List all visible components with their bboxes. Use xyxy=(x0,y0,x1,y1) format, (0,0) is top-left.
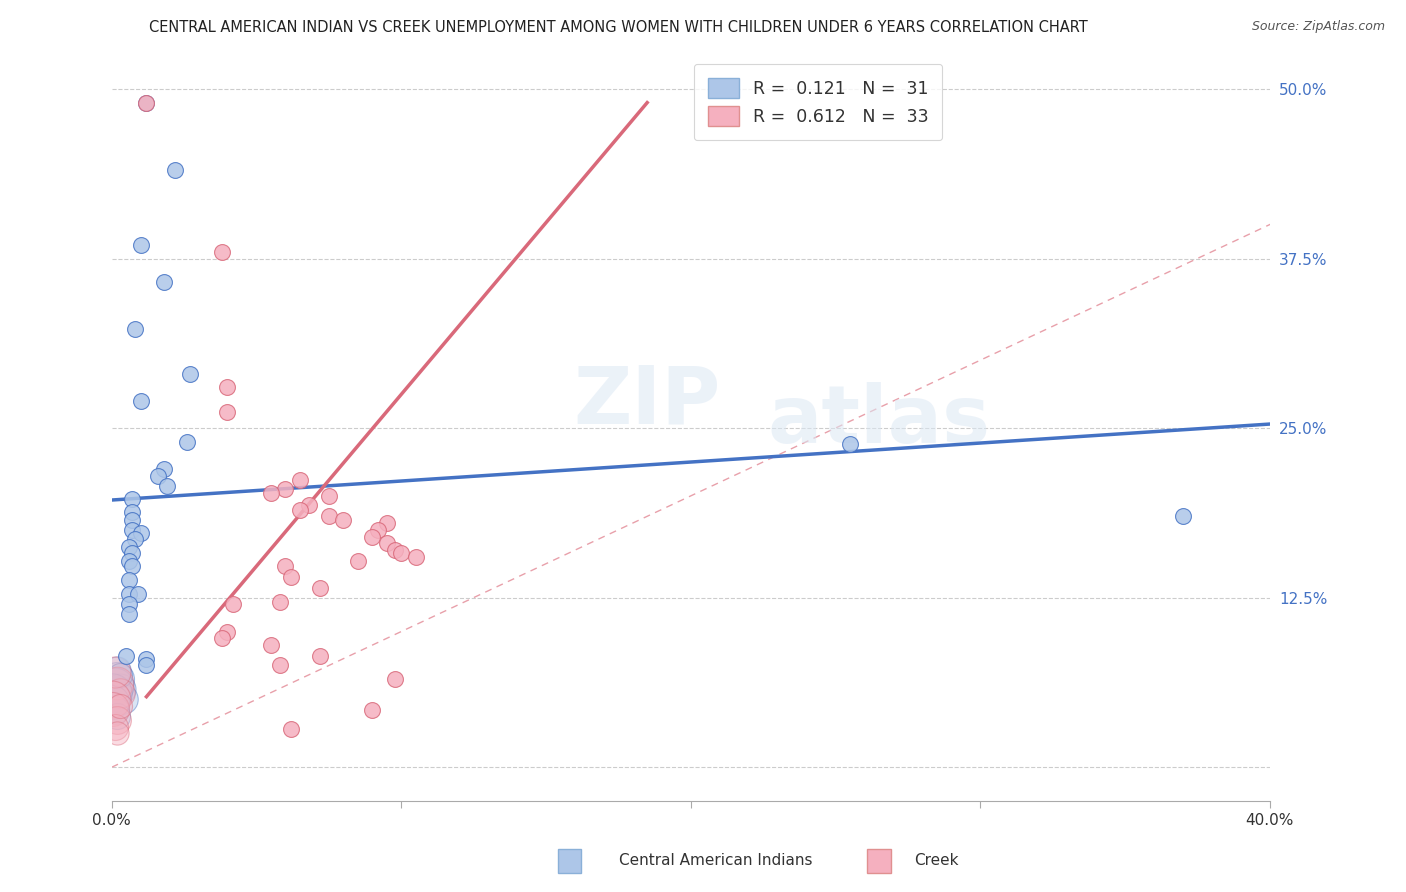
Point xyxy=(297,499,319,513)
Point xyxy=(176,434,198,449)
Point xyxy=(1171,509,1194,524)
Point xyxy=(118,573,141,587)
Point xyxy=(165,163,187,178)
Point xyxy=(288,473,311,487)
Point xyxy=(288,502,311,516)
Point xyxy=(118,541,141,555)
Point xyxy=(309,581,332,595)
Point xyxy=(129,394,152,409)
Point xyxy=(107,663,129,677)
Point xyxy=(107,708,129,723)
Point xyxy=(274,559,297,574)
Point xyxy=(110,699,132,714)
Point xyxy=(280,723,302,737)
Point xyxy=(127,586,149,600)
Text: Source: ZipAtlas.com: Source: ZipAtlas.com xyxy=(1251,20,1385,33)
Point xyxy=(121,546,143,560)
Point xyxy=(280,570,302,584)
Text: Central American Indians: Central American Indians xyxy=(619,854,813,868)
Point xyxy=(129,525,152,540)
Point xyxy=(124,533,146,547)
Point xyxy=(361,703,384,717)
Text: Creek: Creek xyxy=(914,854,959,868)
Point xyxy=(274,482,297,496)
Point xyxy=(217,624,239,639)
Point xyxy=(260,638,283,652)
Point xyxy=(153,275,176,289)
Text: CENTRAL AMERICAN INDIAN VS CREEK UNEMPLOYMENT AMONG WOMEN WITH CHILDREN UNDER 6 : CENTRAL AMERICAN INDIAN VS CREEK UNEMPLO… xyxy=(149,20,1088,35)
Point xyxy=(367,523,389,537)
Point xyxy=(124,322,146,336)
Point xyxy=(156,479,179,493)
Point xyxy=(100,695,122,709)
Point xyxy=(211,632,233,646)
Point xyxy=(135,658,157,673)
Point xyxy=(118,598,141,612)
Point xyxy=(153,462,176,476)
Point xyxy=(217,405,239,419)
Point xyxy=(100,692,122,706)
Point xyxy=(100,685,122,699)
Point xyxy=(318,509,340,524)
Point xyxy=(104,665,127,680)
Point xyxy=(118,554,141,568)
Point xyxy=(269,595,291,609)
Point xyxy=(361,530,384,544)
Point xyxy=(146,468,169,483)
Point xyxy=(104,703,127,717)
Point xyxy=(121,505,143,519)
Point xyxy=(110,685,132,699)
Point xyxy=(112,692,135,706)
Point xyxy=(107,713,129,727)
Point xyxy=(118,586,141,600)
Point xyxy=(269,658,291,673)
Point xyxy=(222,598,245,612)
Point xyxy=(211,244,233,259)
Point xyxy=(405,549,427,564)
Point xyxy=(375,536,398,550)
Point xyxy=(135,651,157,665)
Point xyxy=(121,523,143,537)
Point xyxy=(115,648,138,663)
Point xyxy=(346,554,368,568)
Point xyxy=(179,367,201,381)
Point xyxy=(129,238,152,252)
Legend: R =  0.121   N =  31, R =  0.612   N =  33: R = 0.121 N = 31, R = 0.612 N = 33 xyxy=(695,64,942,140)
Point xyxy=(100,702,122,716)
Point xyxy=(107,672,129,686)
Point xyxy=(217,380,239,394)
Point xyxy=(389,546,412,560)
Point xyxy=(121,491,143,506)
Text: atlas: atlas xyxy=(768,383,990,460)
Point xyxy=(135,95,157,110)
Point xyxy=(838,437,860,451)
Point xyxy=(318,489,340,503)
Point xyxy=(309,648,332,663)
Point xyxy=(110,668,132,682)
Point xyxy=(332,513,354,527)
Point xyxy=(135,95,157,110)
Text: ZIP: ZIP xyxy=(574,362,721,440)
Point xyxy=(121,559,143,574)
Point xyxy=(384,672,406,686)
Point xyxy=(110,681,132,696)
Point xyxy=(260,486,283,500)
Point xyxy=(118,607,141,621)
Point xyxy=(384,543,406,558)
Point xyxy=(104,679,127,693)
Point xyxy=(107,726,129,740)
Point xyxy=(121,513,143,527)
Point xyxy=(375,516,398,530)
Point xyxy=(104,720,127,734)
Point xyxy=(107,676,129,690)
